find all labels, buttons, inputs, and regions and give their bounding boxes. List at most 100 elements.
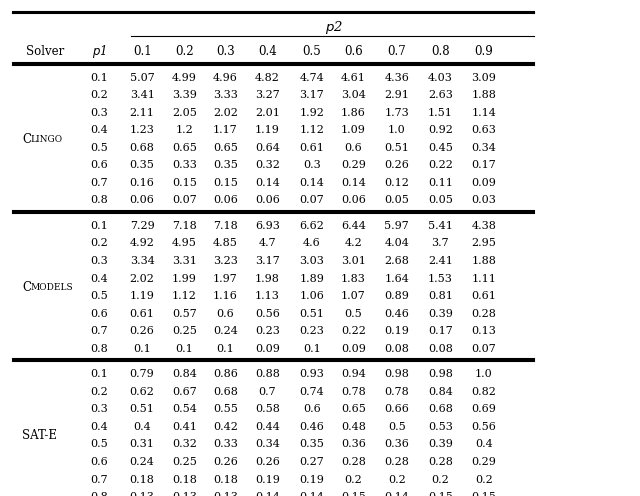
Text: 0.07: 0.07 <box>472 344 496 354</box>
Text: 5.97: 5.97 <box>385 221 409 231</box>
Text: 0.56: 0.56 <box>255 309 280 319</box>
Text: 0.5: 0.5 <box>344 309 362 319</box>
Text: 0.5: 0.5 <box>302 45 321 58</box>
Text: SAT-E: SAT-E <box>22 429 58 442</box>
Text: 0.68: 0.68 <box>213 387 237 397</box>
Text: 0.1: 0.1 <box>90 221 108 231</box>
Text: 0.4: 0.4 <box>258 45 277 58</box>
Text: 4.96: 4.96 <box>213 72 237 83</box>
Text: 0.1: 0.1 <box>133 344 151 354</box>
Text: 0.4: 0.4 <box>90 125 108 135</box>
Text: 1.0: 1.0 <box>388 125 406 135</box>
Text: 0.4: 0.4 <box>90 274 108 284</box>
Text: 4.74: 4.74 <box>300 72 324 83</box>
Text: 0.92: 0.92 <box>428 125 452 135</box>
Text: 1.14: 1.14 <box>472 108 496 118</box>
Text: 1.12: 1.12 <box>300 125 324 135</box>
Text: 0.65: 0.65 <box>213 143 237 153</box>
Text: 1.88: 1.88 <box>472 256 496 266</box>
Text: 0.8: 0.8 <box>431 45 450 58</box>
Text: 4.38: 4.38 <box>472 221 496 231</box>
Text: 0.1: 0.1 <box>303 344 321 354</box>
Text: 0.57: 0.57 <box>172 309 196 319</box>
Text: 0.28: 0.28 <box>428 457 452 467</box>
Text: 1.13: 1.13 <box>255 291 280 301</box>
Text: 0.07: 0.07 <box>172 195 196 205</box>
Text: 0.14: 0.14 <box>255 492 280 496</box>
Text: 0.09: 0.09 <box>472 178 496 188</box>
Text: 0.09: 0.09 <box>255 344 280 354</box>
Text: 0.06: 0.06 <box>213 195 237 205</box>
Text: 1.2: 1.2 <box>175 125 193 135</box>
Text: 2.02: 2.02 <box>213 108 237 118</box>
Text: 0.58: 0.58 <box>255 404 280 414</box>
Text: 1.89: 1.89 <box>300 274 324 284</box>
Text: 0.82: 0.82 <box>472 387 496 397</box>
Text: 0.33: 0.33 <box>213 439 237 449</box>
Text: 0.67: 0.67 <box>172 387 196 397</box>
Text: 0.26: 0.26 <box>213 457 237 467</box>
Text: 3.27: 3.27 <box>255 90 280 100</box>
Text: 0.3: 0.3 <box>90 404 108 414</box>
Text: LINGO: LINGO <box>31 134 63 143</box>
Text: 0.29: 0.29 <box>341 160 365 171</box>
Text: 0.74: 0.74 <box>300 387 324 397</box>
Text: 2.91: 2.91 <box>385 90 409 100</box>
Text: 0.15: 0.15 <box>213 178 237 188</box>
Text: 0.53: 0.53 <box>428 422 452 432</box>
Text: 0.5: 0.5 <box>90 143 108 153</box>
Text: 0.3: 0.3 <box>90 108 108 118</box>
Text: 0.1: 0.1 <box>90 72 108 83</box>
Text: 4.92: 4.92 <box>130 239 154 248</box>
Text: 1.97: 1.97 <box>213 274 237 284</box>
Text: 0.08: 0.08 <box>385 344 409 354</box>
Text: 0.1: 0.1 <box>90 369 108 379</box>
Text: 7.18: 7.18 <box>213 221 237 231</box>
Text: 0.3: 0.3 <box>90 256 108 266</box>
Text: 0.05: 0.05 <box>385 195 409 205</box>
Text: 1.17: 1.17 <box>213 125 237 135</box>
Text: 0.5: 0.5 <box>388 422 406 432</box>
Text: 0.1: 0.1 <box>132 45 152 58</box>
Text: 0.26: 0.26 <box>385 160 409 171</box>
Text: 0.69: 0.69 <box>472 404 496 414</box>
Text: 0.7: 0.7 <box>90 475 108 485</box>
Text: 0.44: 0.44 <box>255 422 280 432</box>
Text: 0.2: 0.2 <box>344 475 362 485</box>
Text: 4.82: 4.82 <box>255 72 280 83</box>
Text: 0.51: 0.51 <box>300 309 324 319</box>
Text: 4.7: 4.7 <box>259 239 276 248</box>
Text: 1.19: 1.19 <box>255 125 280 135</box>
Text: 0.06: 0.06 <box>130 195 154 205</box>
Text: 0.6: 0.6 <box>303 404 321 414</box>
Text: 0.33: 0.33 <box>172 160 196 171</box>
Text: 5.41: 5.41 <box>428 221 452 231</box>
Text: 2.63: 2.63 <box>428 90 452 100</box>
Text: 1.88: 1.88 <box>472 90 496 100</box>
Text: 0.2: 0.2 <box>90 239 108 248</box>
Text: 0.98: 0.98 <box>428 369 452 379</box>
Text: 0.68: 0.68 <box>130 143 154 153</box>
Text: 1.23: 1.23 <box>130 125 154 135</box>
Text: 0.28: 0.28 <box>341 457 365 467</box>
Text: 3.17: 3.17 <box>300 90 324 100</box>
Text: 0.19: 0.19 <box>300 475 324 485</box>
Text: 0.19: 0.19 <box>255 475 280 485</box>
Text: 1.16: 1.16 <box>213 291 237 301</box>
Text: 0.2: 0.2 <box>90 387 108 397</box>
Text: 0.41: 0.41 <box>172 422 196 432</box>
Text: 2.02: 2.02 <box>130 274 154 284</box>
Text: 0.28: 0.28 <box>472 309 496 319</box>
Text: 0.2: 0.2 <box>175 45 194 58</box>
Text: 1.09: 1.09 <box>341 125 365 135</box>
Text: 0.2: 0.2 <box>90 90 108 100</box>
Text: 0.18: 0.18 <box>213 475 237 485</box>
Text: 1.11: 1.11 <box>472 274 496 284</box>
Text: 0.03: 0.03 <box>472 195 496 205</box>
Text: 0.46: 0.46 <box>385 309 409 319</box>
Text: 0.78: 0.78 <box>341 387 365 397</box>
Text: 1.06: 1.06 <box>300 291 324 301</box>
Text: 1.73: 1.73 <box>385 108 409 118</box>
Text: 0.84: 0.84 <box>172 369 196 379</box>
Text: 0.68: 0.68 <box>428 404 452 414</box>
